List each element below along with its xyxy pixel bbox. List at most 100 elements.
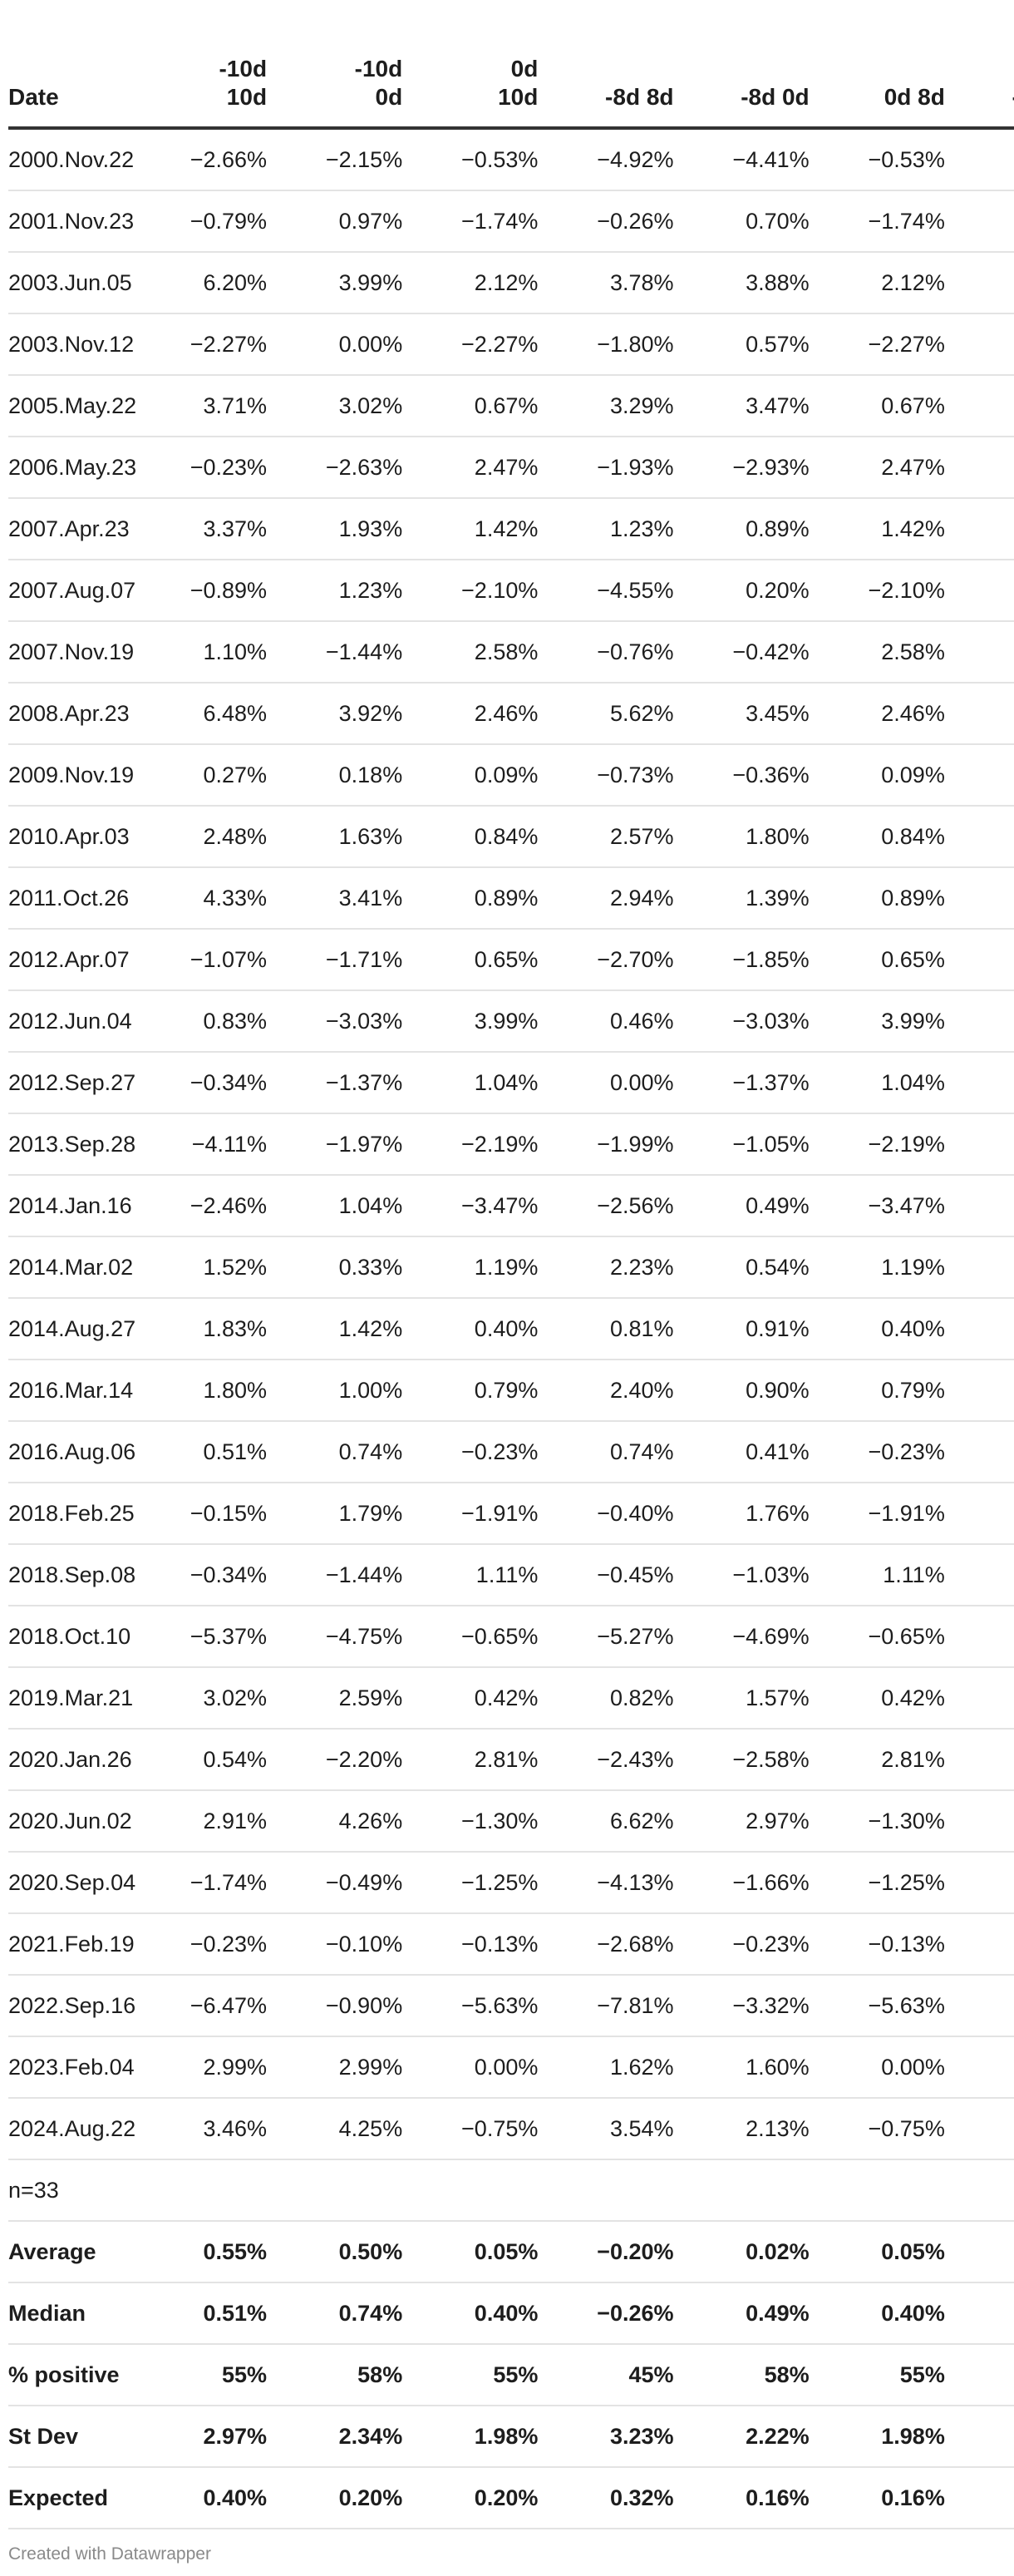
row-label-cell: 2014.Jan.16 [8, 1175, 140, 1237]
value-cell: 3.41% [275, 867, 411, 930]
table-row: 2012.Sep.27 −0.34% −1.37% 1.04% 0.00% −1.37% 1… [8, 1052, 1014, 1114]
value-cell: 1.04% [411, 1052, 547, 1114]
value-cell: −2.56% [546, 1175, 682, 1237]
value-cell: 58% [275, 2344, 411, 2406]
row-label-cell: % positive [8, 2344, 140, 2406]
row-label-cell: 2020.Jan.26 [8, 1729, 140, 1791]
value-cell: −4.75% [275, 1606, 411, 1668]
value-cell: −0.73% [546, 744, 682, 807]
value-cell: 2.46% [817, 683, 953, 745]
column-header-line: Date [8, 84, 59, 110]
value-cell: 2.46% [411, 683, 547, 745]
value-cell: 0.57% [682, 313, 818, 376]
value-cell: −0.53% [817, 128, 953, 191]
value-cell: −0.49% [275, 1852, 411, 1914]
value-cell: 1.80% [682, 806, 818, 868]
value-cell: 3.99% [817, 990, 953, 1053]
table-row: 2024.Aug.22 3.46% 4.25% −0.75% 3.54% 2.13% −0.… [8, 2098, 1014, 2160]
value-cell: 0.51% [139, 1421, 276, 1483]
row-label-cell: Average [8, 2221, 140, 2283]
value-cell: −0.23% [682, 1913, 818, 1976]
value-cell: 1.42% [275, 1298, 411, 1360]
value-cell: 1.98% [817, 2406, 953, 2468]
value-cell: −2.58% [682, 1729, 818, 1791]
value-cell: 1.23% [546, 498, 682, 560]
value-cell: −0.76% [546, 621, 682, 683]
table-row: 2001.Nov.23 −0.79% 0.97% −1.74% −0.26% 0.70% −… [8, 190, 1014, 253]
value-cell: −0.8 [952, 560, 1014, 622]
value-cell: 6.62% [546, 1790, 682, 1853]
value-cell: −1.44% [275, 1544, 411, 1606]
value-cell: 1.00% [275, 1360, 411, 1422]
value-cell: 0.65% [411, 929, 547, 991]
table-row: 2007.Aug.07 −0.89% 1.23% −2.10% −4.55% 0.20% −… [8, 560, 1014, 622]
value-cell: 5 [952, 2344, 1014, 2406]
value-cell: −2.46% [139, 1175, 276, 1237]
value-cell: −0.9 [952, 1483, 1014, 1545]
value-cell: −2.70% [546, 929, 682, 991]
value-cell: 2.22% [682, 2406, 818, 2468]
table-row: 2020.Sep.04 −1.74% −0.49% −1.25% −4.13% −1.66… [8, 1852, 1014, 1914]
value-cell: −5.27% [546, 1606, 682, 1668]
table-row: 2006.May.23 −0.23% −2.63% 2.47% −1.93% −2.93%… [8, 437, 1014, 499]
value-cell: 0.0 [952, 1421, 1014, 1483]
table-row: 2012.Jun.04 0.83% −3.03% 3.99% 0.46% −3.03% 3.… [8, 990, 1014, 1053]
value-cell: 2.8 [952, 375, 1014, 437]
column-header-line: -6d 6d [953, 83, 1014, 111]
value-cell: 3.47% [682, 375, 818, 437]
value-cell: 58% [682, 2344, 818, 2406]
sample-size-row: n=33 [8, 2159, 1014, 2222]
value-cell: −3.03% [275, 990, 411, 1053]
summary-row: Average0.55%0.50%0.05%−0.20%0.02%0.05%−0… [8, 2221, 1014, 2283]
value-cell: −1.74% [139, 1852, 276, 1914]
row-label-cell: 2007.Nov.19 [8, 621, 140, 683]
value-cell: 6.20% [139, 252, 276, 314]
row-label-cell: 2019.Mar.21 [8, 1667, 140, 1730]
value-cell [139, 2159, 276, 2222]
table-row: 2009.Nov.19 0.27% 0.18% 0.09% −0.73% −0.36% 0.… [8, 744, 1014, 807]
value-cell: 3.02% [275, 375, 411, 437]
value-cell: −2.43% [546, 1729, 682, 1791]
value-cell: 1.79% [275, 1483, 411, 1545]
value-cell: 0.74% [546, 1421, 682, 1483]
value-cell: 0.0 [952, 2098, 1014, 2160]
value-cell: −4.92% [546, 128, 682, 191]
value-cell: 3.0 [952, 1360, 1014, 1422]
value-cell: 0.7 [952, 498, 1014, 560]
column-header-line: 10d [498, 84, 539, 110]
column-header-line: -8d 8d [605, 84, 674, 110]
value-cell: −1.25% [817, 1852, 953, 1914]
column-header-line [818, 55, 945, 83]
value-cell: 0.42% [817, 1667, 953, 1730]
value-cell: 3.02% [139, 1667, 276, 1730]
row-label-cell: 2018.Oct.10 [8, 1606, 140, 1668]
value-cell: 2.99% [139, 2036, 276, 2099]
column-header-line [682, 55, 810, 83]
value-cell: −0.26% [546, 2282, 682, 2345]
value-cell: −0.75% [411, 2098, 547, 2160]
value-cell: 0.51% [139, 2282, 276, 2345]
value-cell: 1.7 [952, 2036, 1014, 2099]
value-cell: −0.89% [139, 560, 276, 622]
table-row: 2014.Aug.27 1.83% 1.42% 0.40% 0.81% 0.91% 0.40… [8, 1298, 1014, 1360]
row-label-cell: 2007.Apr.23 [8, 498, 140, 560]
value-cell: −0.45% [546, 1544, 682, 1606]
value-cell: −4.8 [952, 1852, 1014, 1914]
value-cell: 0.74% [275, 1421, 411, 1483]
value-cell: 3.88% [682, 252, 818, 314]
value-cell: 0.02% [682, 2221, 818, 2283]
summary-row: Expected0.40%0.20%0.20%0.32%0.16%0.16%0.… [8, 2467, 1014, 2529]
row-label-cell: 2012.Jun.04 [8, 990, 140, 1053]
value-cell [275, 2159, 411, 2222]
value-cell: 0.05% [411, 2221, 547, 2283]
value-cell: 0.41% [682, 1421, 818, 1483]
table-row: 2007.Nov.19 1.10% −1.44% 2.58% −0.76% −0.42% 2… [8, 621, 1014, 683]
value-cell [952, 2159, 1014, 2222]
table-row: 2020.Jan.26 0.54% −2.20% 2.81% −2.43% −2.58% 2… [8, 1729, 1014, 1791]
column-header-z0_10: 0d 10d [411, 0, 547, 130]
row-label-cell: 2010.Apr.03 [8, 806, 140, 868]
table-row: 2014.Mar.02 1.52% 0.33% 1.19% 2.23% 0.54% 1.19… [8, 1236, 1014, 1299]
value-cell: 2.81% [817, 1729, 953, 1791]
value-cell: −0.40% [546, 1483, 682, 1545]
